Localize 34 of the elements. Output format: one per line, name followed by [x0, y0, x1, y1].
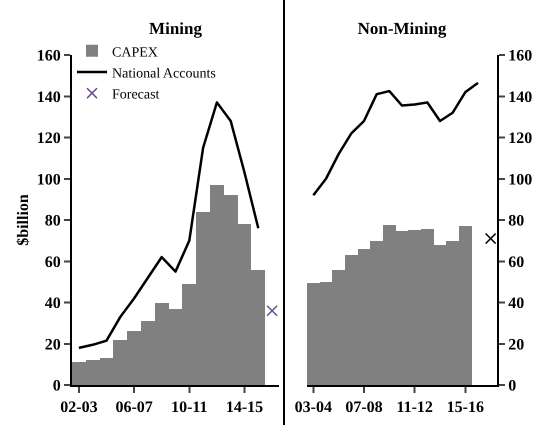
- chart-title: Non-Mining: [358, 19, 447, 38]
- y-tick-label: 80: [508, 212, 524, 230]
- x-tick-label: 10-11: [171, 399, 208, 416]
- y-tick-label: 100: [36, 171, 61, 188]
- y-tick-label: 140: [36, 88, 61, 106]
- y-tick-label: 100: [508, 171, 532, 188]
- line-series: [78, 101, 260, 350]
- y-tick-label: 120: [508, 130, 532, 148]
- y-tick-label: 0: [508, 378, 516, 395]
- x-tick-label: 02-03: [60, 399, 98, 416]
- y-axis-title: $billion: [15, 194, 32, 246]
- x-tick-label: 11-12: [396, 399, 433, 416]
- y-tick-label: 40: [44, 295, 61, 312]
- y-tick-label: 0: [52, 378, 61, 395]
- y-tick-label: 60: [44, 254, 61, 271]
- y-tick-label: 160: [36, 48, 61, 65]
- y-tick-label: 20: [44, 336, 61, 354]
- y-tick-label: 160: [508, 48, 532, 65]
- x-tick-label: 06-07: [115, 399, 153, 416]
- y-tick-label: 20: [508, 336, 524, 354]
- y-tick-label: 80: [44, 212, 61, 230]
- y-tick-label: 40: [508, 295, 524, 312]
- legend-label: National Accounts: [112, 66, 216, 82]
- x-tick-label: 14-15: [226, 399, 264, 416]
- line-series: [312, 82, 480, 196]
- y-tick-label: 120: [36, 130, 61, 148]
- legend-label: CAPEX: [112, 45, 158, 60]
- x-tick-label: 07-08: [345, 399, 383, 416]
- x-tick-label: 03-04: [294, 399, 332, 416]
- chart-title: Mining: [149, 19, 202, 38]
- y-tick-label: 140: [508, 88, 532, 106]
- x-tick-label: 15-16: [446, 399, 484, 416]
- legend-label: Forecast: [112, 88, 160, 103]
- y-tick-label: 60: [508, 254, 524, 271]
